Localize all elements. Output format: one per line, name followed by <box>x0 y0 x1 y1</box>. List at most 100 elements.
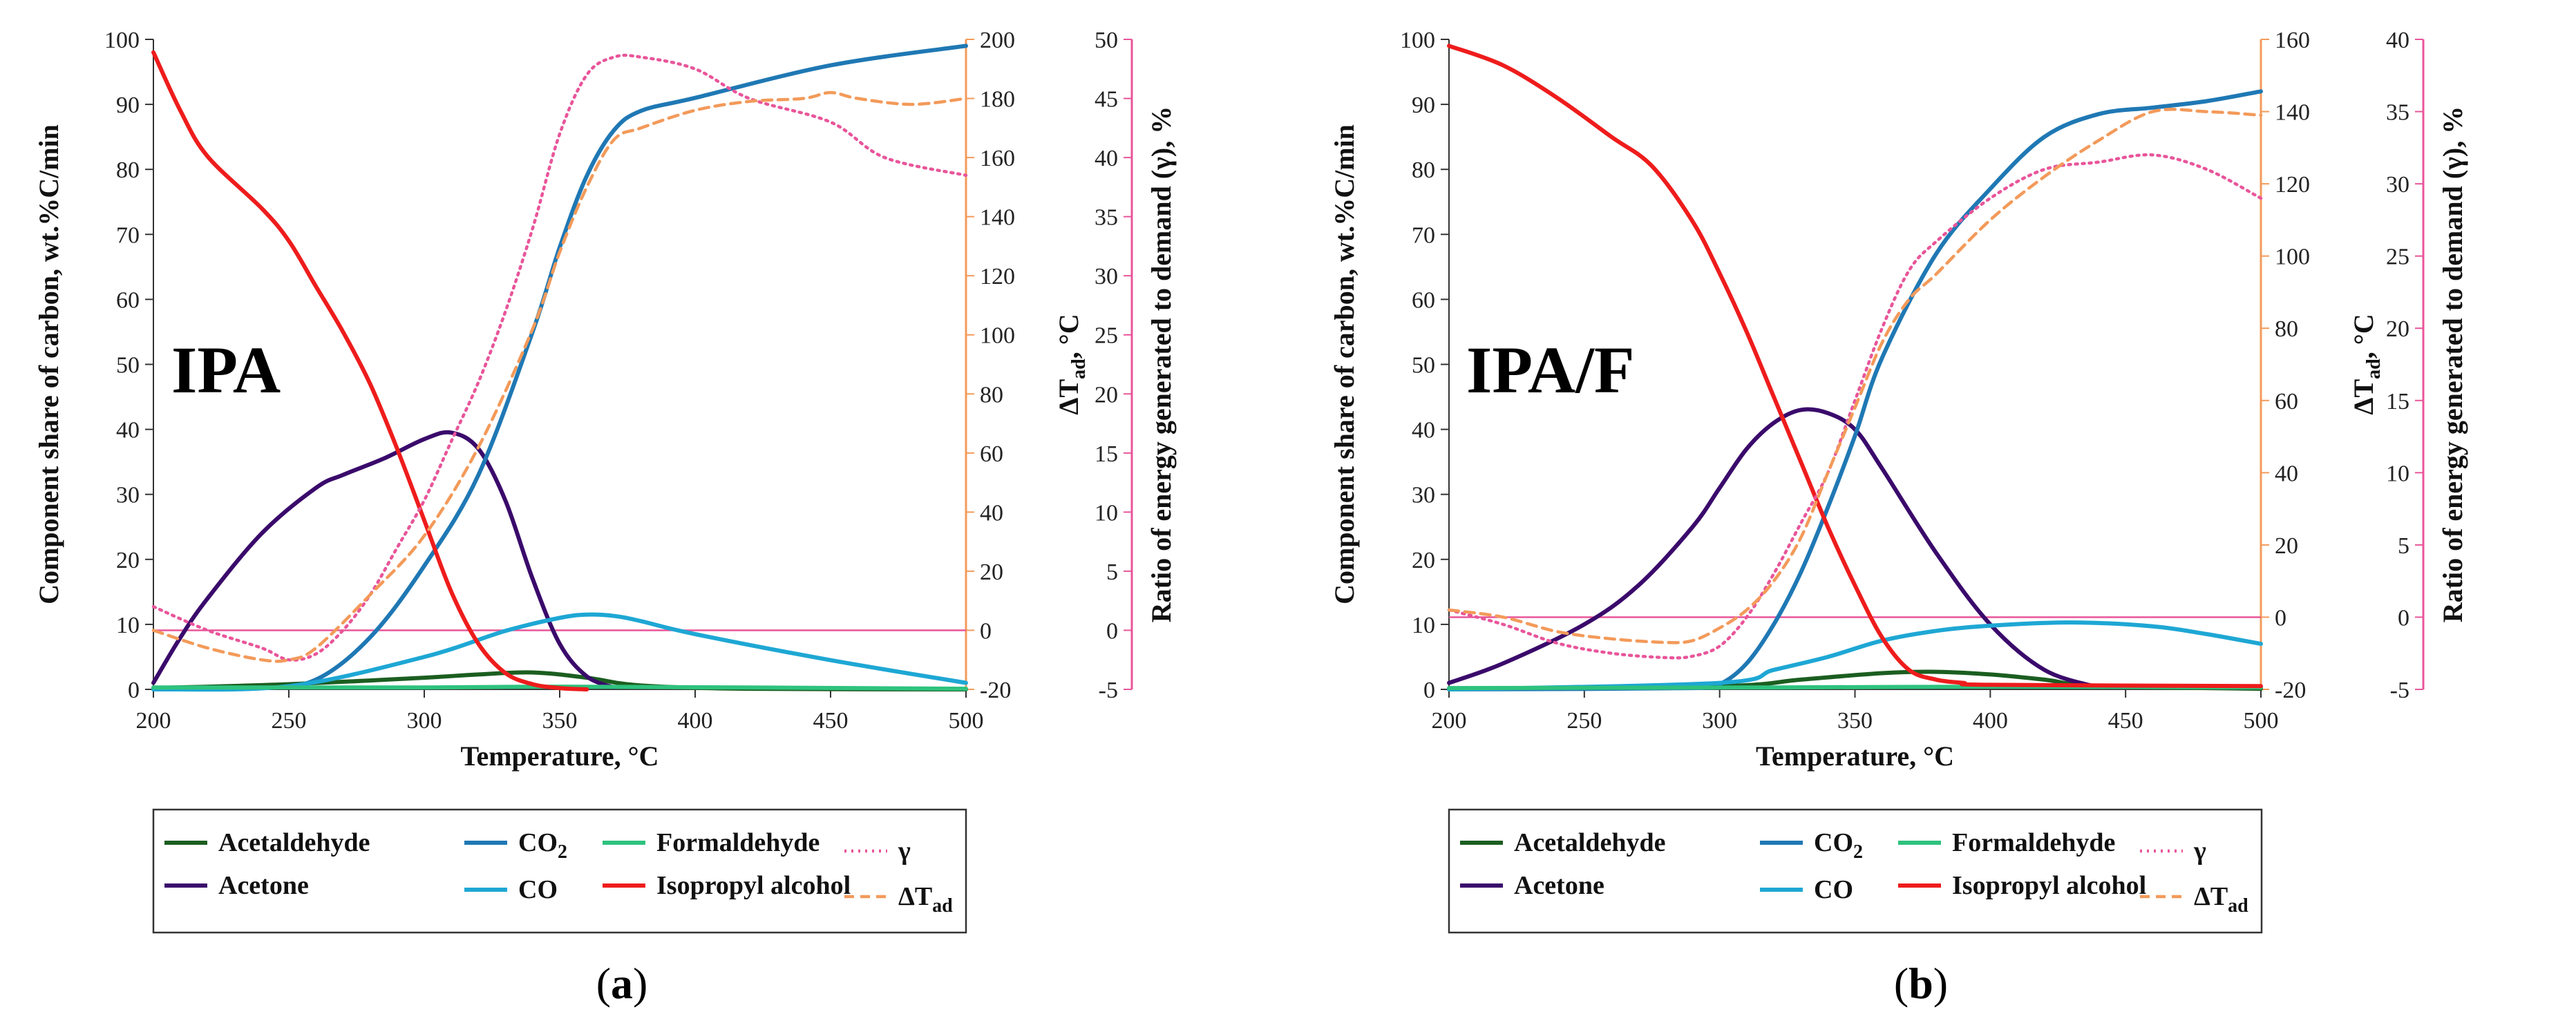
legend-label: CO <box>1814 875 1853 904</box>
x-tick-label: 400 <box>1973 708 2008 734</box>
y-tick-label: 10 <box>116 613 140 638</box>
y-tick-label: 80 <box>116 157 140 183</box>
y-tick-label: 0 <box>128 678 140 703</box>
y-tick-label: 90 <box>1412 93 1435 118</box>
y3-tick-label: 40 <box>1095 146 1118 171</box>
y3-tick-label: 40 <box>2386 28 2409 53</box>
y2-axis-label: ΔTad, °C <box>2348 314 2385 414</box>
y3-tick-label: 0 <box>1106 618 1118 644</box>
series-line-6 <box>151 53 968 662</box>
legend-frame <box>152 808 967 934</box>
x-tick-label: 500 <box>949 708 984 734</box>
y3-tick-label: -5 <box>1099 678 1118 703</box>
panel-annotation: IPA <box>171 333 281 407</box>
legend-label: γ <box>898 837 911 866</box>
y-tick-label: 60 <box>1412 287 1435 313</box>
y-tick-label: 30 <box>116 483 140 508</box>
y2-tick-label: 80 <box>980 382 1003 408</box>
y-axis-label: Component share of carbon, wt.%C/min <box>33 124 64 604</box>
y2-axis-label-tail: , °C <box>2348 314 2379 359</box>
y-axis-label: Component share of carbon, wt.%C/min <box>1329 124 1360 604</box>
y2-tick-label: 120 <box>980 264 1015 289</box>
x-tick-label: 400 <box>678 708 713 734</box>
x-tick-label: 300 <box>1702 708 1737 734</box>
y3-axis-label: Ratio of energy generated to demand (γ),… <box>2437 106 2468 622</box>
x-axis-label: Temperature, °C <box>1756 740 1954 772</box>
y-tick-label: 80 <box>1412 157 1435 183</box>
y-tick-label: 40 <box>1412 418 1435 443</box>
legend: AcetaldehydeAcetoneCO2COFormaldehydeIsop… <box>1448 808 2263 934</box>
series-line-1 <box>151 430 616 690</box>
y-tick-label: 30 <box>1412 483 1435 508</box>
legend-label: CO <box>518 875 558 904</box>
y2-axis-label-sub: ad <box>1068 359 1090 379</box>
y3-tick-label: 15 <box>2386 389 2409 414</box>
series-line-7 <box>151 90 968 663</box>
y3-tick-label: 10 <box>2386 461 2409 486</box>
y2-tick-label: 100 <box>2275 245 2310 270</box>
x-axis-label: Temperature, °C <box>460 740 659 772</box>
y3-tick-label: 0 <box>2398 605 2409 631</box>
panel-label-open: ( <box>1894 959 1909 1008</box>
legend: AcetaldehydeAcetoneCO2COFormaldehydeIsop… <box>152 808 967 934</box>
series-line-2 <box>151 44 968 691</box>
series-line-1 <box>1447 407 2101 690</box>
y3-axis-label: Ratio of energy generated to demand (γ),… <box>1146 106 1177 622</box>
series-line-5 <box>1447 44 2263 689</box>
series-line-6 <box>1447 153 2263 660</box>
y2-tick-label: 60 <box>2275 389 2298 414</box>
y2-tick-label: 140 <box>980 205 1015 231</box>
series-line-3 <box>1447 620 2263 691</box>
y2-tick-label: 80 <box>2275 316 2298 342</box>
y-tick-label: 100 <box>1400 28 1435 53</box>
y2-tick-label: 20 <box>980 560 1003 585</box>
y2-tick-label: 200 <box>980 28 1015 53</box>
legend-label: Acetone <box>1514 871 1604 900</box>
x-tick-label: 350 <box>542 708 578 734</box>
y3-tick-label: 25 <box>2386 245 2409 270</box>
y3-tick-label: 50 <box>1095 28 1118 53</box>
y2-tick-label: 40 <box>980 500 1003 526</box>
y2-axis-label-base: ΔT <box>1053 379 1084 415</box>
x-tick-label: 450 <box>813 708 849 734</box>
y3-tick-label: 25 <box>1095 323 1118 349</box>
y3-tick-label: 35 <box>2386 100 2409 126</box>
x-tick-label: 250 <box>272 708 307 734</box>
y2-tick-label: 40 <box>2275 461 2298 486</box>
y2-tick-label: 20 <box>2275 533 2298 559</box>
y2-tick-label: 0 <box>2275 605 2286 631</box>
legend-co2-sub: 2 <box>558 841 567 863</box>
series-line-7 <box>1447 108 2263 644</box>
y3-tick-label: 10 <box>1095 500 1118 526</box>
panel-label-close: ) <box>1933 959 1948 1008</box>
legend-label: Acetaldehyde <box>218 828 370 857</box>
y2-tick-label: 0 <box>980 618 992 644</box>
panel-label: (b) <box>1894 959 1948 1008</box>
y3-tick-label: 35 <box>1095 205 1118 231</box>
y2-axis-label-tail: , °C <box>1053 314 1084 359</box>
legend-co2-sub: 2 <box>1853 841 1863 863</box>
legend-label: Formaldehyde <box>656 828 820 857</box>
legend-label: γ <box>2193 837 2206 866</box>
y2-tick-label: -20 <box>980 678 1011 703</box>
panel-label-close: ) <box>633 959 647 1008</box>
x-tick-label: 350 <box>1837 708 1873 734</box>
y-tick-label: 50 <box>1412 353 1435 379</box>
y2-tick-label: 100 <box>980 323 1015 349</box>
x-tick-label: 300 <box>407 708 442 734</box>
panel-annotation: IPA/F <box>1466 333 1635 407</box>
y-tick-label: 70 <box>1412 222 1435 248</box>
legend-dtad-sub: ad <box>2228 895 2248 917</box>
series-line-5 <box>151 50 589 691</box>
x-tick-label: 250 <box>1566 708 1602 734</box>
chart-panel-b: 200 250 300 350 400 450 5000102030405060708090… <box>1329 28 2468 1008</box>
y3-tick-label: 30 <box>2386 172 2409 198</box>
y-tick-label: 90 <box>116 93 140 118</box>
x-tick-label: 500 <box>2244 708 2279 734</box>
panel-label: (a) <box>596 959 648 1008</box>
y2-tick-label: 120 <box>2275 172 2310 198</box>
x-tick-label: 200 <box>136 708 171 734</box>
legend-label: Acetone <box>218 871 309 900</box>
y2-tick-label: 160 <box>980 146 1015 171</box>
